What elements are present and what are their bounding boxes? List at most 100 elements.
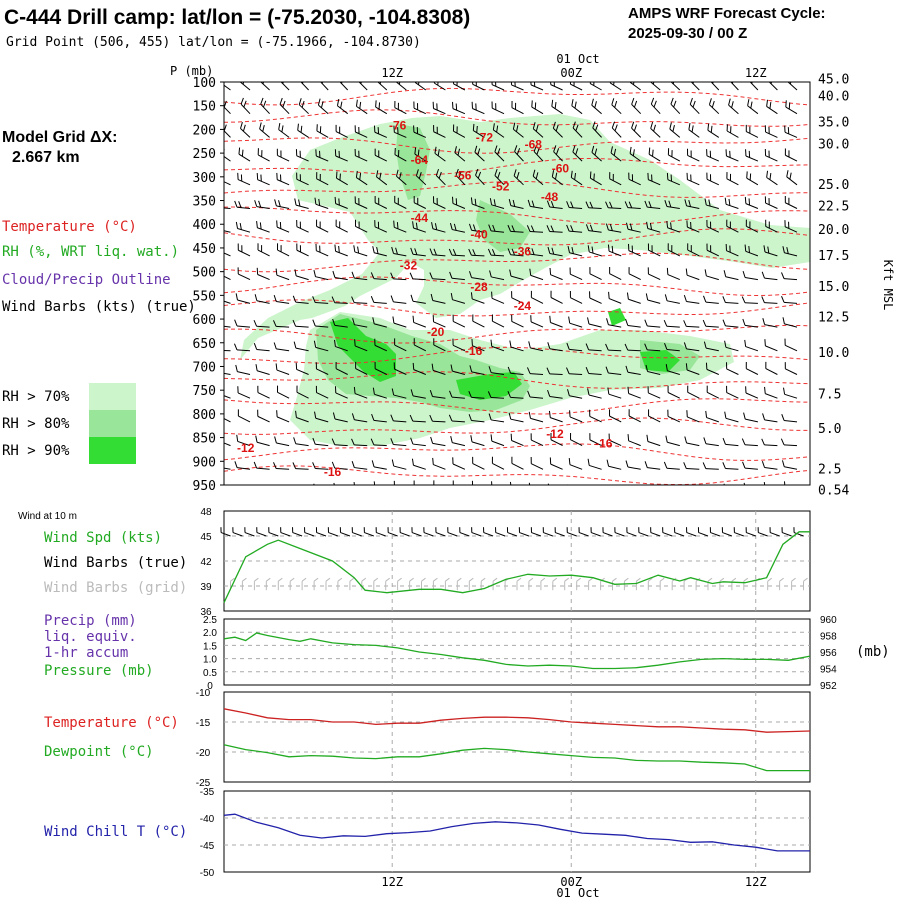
wind-barb-staff bbox=[588, 372, 602, 375]
wind-barb-staff bbox=[295, 204, 309, 209]
wind-barb bbox=[452, 480, 454, 485]
wind-barb-flag bbox=[653, 100, 657, 108]
precip-legend-1: Precip (mm) bbox=[44, 613, 137, 629]
wind-barb-flag bbox=[468, 223, 473, 231]
wind-barb-flag bbox=[317, 74, 323, 80]
wind-barb bbox=[511, 456, 524, 470]
wind-barb-flag bbox=[605, 343, 609, 351]
wind-barb bbox=[550, 290, 563, 304]
wind-barb-staff bbox=[356, 105, 368, 115]
wind-barb-flag bbox=[686, 220, 688, 228]
wind-barb-flag bbox=[331, 461, 336, 469]
wind-barb-flag bbox=[256, 221, 258, 228]
wind-barb-flag bbox=[273, 485, 277, 491]
wind-barb-flag bbox=[296, 243, 298, 251]
wind-barb-flag bbox=[507, 248, 512, 255]
wind-barb-true bbox=[554, 527, 565, 537]
temp-contour-label-11: -32 bbox=[400, 259, 418, 273]
wind-barb-staff bbox=[611, 104, 622, 115]
wind-barb bbox=[589, 433, 602, 447]
wind-barb bbox=[708, 98, 720, 115]
wind-barb-staff bbox=[335, 490, 348, 493]
wind-barb-staff bbox=[315, 490, 328, 493]
wind-barb-flag bbox=[627, 434, 630, 441]
wind-barb-true-flag bbox=[638, 527, 640, 533]
temp-contour-0 bbox=[224, 87, 810, 106]
wind-barb-staff bbox=[337, 105, 349, 115]
wind-barb-flag bbox=[549, 457, 552, 465]
wind-panel-title: Wind at 10 m bbox=[18, 511, 77, 522]
wind-barb bbox=[705, 362, 719, 375]
wind-barb bbox=[780, 438, 798, 447]
wind-barb bbox=[761, 460, 778, 470]
wind-barb-staff bbox=[256, 325, 270, 328]
wind-barb-flag bbox=[472, 224, 476, 232]
wind-barb-flag bbox=[295, 149, 298, 156]
wind-barb-flag bbox=[613, 82, 615, 86]
wind-barb-flag bbox=[548, 410, 551, 418]
wind-barb-staff bbox=[589, 439, 602, 447]
wind-barb-flag bbox=[395, 247, 398, 255]
wind-barb-true bbox=[244, 527, 255, 537]
wind-barb bbox=[628, 172, 641, 186]
wind-barb-flag bbox=[238, 75, 244, 82]
wind-barb-flag bbox=[530, 456, 532, 464]
wind-barb-staff bbox=[394, 488, 406, 493]
wind-barb-flag bbox=[628, 243, 630, 251]
wind-barb-flag bbox=[762, 413, 766, 420]
wind-barb bbox=[354, 339, 368, 352]
wind-barb-flag bbox=[410, 294, 414, 302]
wind-barb-staff bbox=[707, 129, 720, 138]
wind-barb bbox=[413, 101, 427, 115]
wind-barb-grid-flag bbox=[719, 577, 725, 582]
wind-barb bbox=[764, 196, 778, 209]
wind-speed-line bbox=[223, 531, 810, 603]
cycle-label: AMPS WRF Forecast Cycle: bbox=[628, 5, 826, 22]
wind-barb-staff bbox=[784, 323, 798, 328]
wind-barb-true bbox=[733, 527, 744, 537]
temp-contour-15 bbox=[224, 443, 810, 461]
wind-barb-staff bbox=[237, 467, 251, 470]
wind-barb-staff bbox=[432, 228, 446, 233]
wind-barb bbox=[761, 438, 778, 447]
wind-barb-true bbox=[721, 527, 733, 537]
wind-barb-grid-flag bbox=[647, 577, 653, 582]
wind-barb-flag bbox=[747, 99, 750, 106]
wind-barb bbox=[726, 124, 739, 138]
wind-barb bbox=[390, 414, 407, 423]
wind-barb-flag bbox=[592, 121, 596, 129]
wind-barb-flag bbox=[452, 196, 454, 204]
wind-barb-flag bbox=[234, 461, 238, 468]
wind-barb-flag bbox=[763, 481, 766, 485]
wind-barb-staff bbox=[335, 155, 348, 162]
wind-barb bbox=[703, 341, 719, 352]
wind-barb-grid bbox=[253, 577, 259, 591]
wind-barb-flag bbox=[339, 221, 341, 229]
wind-barb bbox=[450, 292, 466, 304]
wind-barb bbox=[336, 171, 348, 186]
wind-barb-flag bbox=[469, 271, 473, 278]
wind-barb-flag bbox=[589, 82, 592, 84]
wind-barb-staff bbox=[608, 324, 622, 328]
wind-barb-staff bbox=[412, 420, 426, 423]
wind-barb-staff bbox=[471, 420, 485, 423]
wind-barb bbox=[586, 485, 603, 493]
wind-barb bbox=[722, 319, 739, 328]
wind-barb-flag bbox=[240, 174, 243, 182]
wind-barb bbox=[532, 169, 544, 186]
wind-barb-flag bbox=[762, 318, 766, 325]
wind-barb bbox=[312, 296, 329, 304]
wind-barb-flag bbox=[432, 101, 434, 109]
wind-barb-flag bbox=[237, 386, 239, 393]
wind-barb bbox=[392, 316, 407, 328]
precip-ytick-0: 0 bbox=[207, 681, 213, 692]
wind-barb-flag bbox=[722, 319, 726, 327]
wind-barb bbox=[744, 196, 759, 209]
wind-barb-flag bbox=[533, 145, 537, 152]
wind-barb-true bbox=[793, 527, 804, 537]
wind-barb bbox=[783, 387, 798, 399]
wind-barb-true bbox=[363, 527, 374, 537]
wind-barb-flag bbox=[376, 170, 379, 177]
wind-barb-flag bbox=[449, 390, 453, 398]
wind-barb-flag bbox=[394, 195, 396, 203]
